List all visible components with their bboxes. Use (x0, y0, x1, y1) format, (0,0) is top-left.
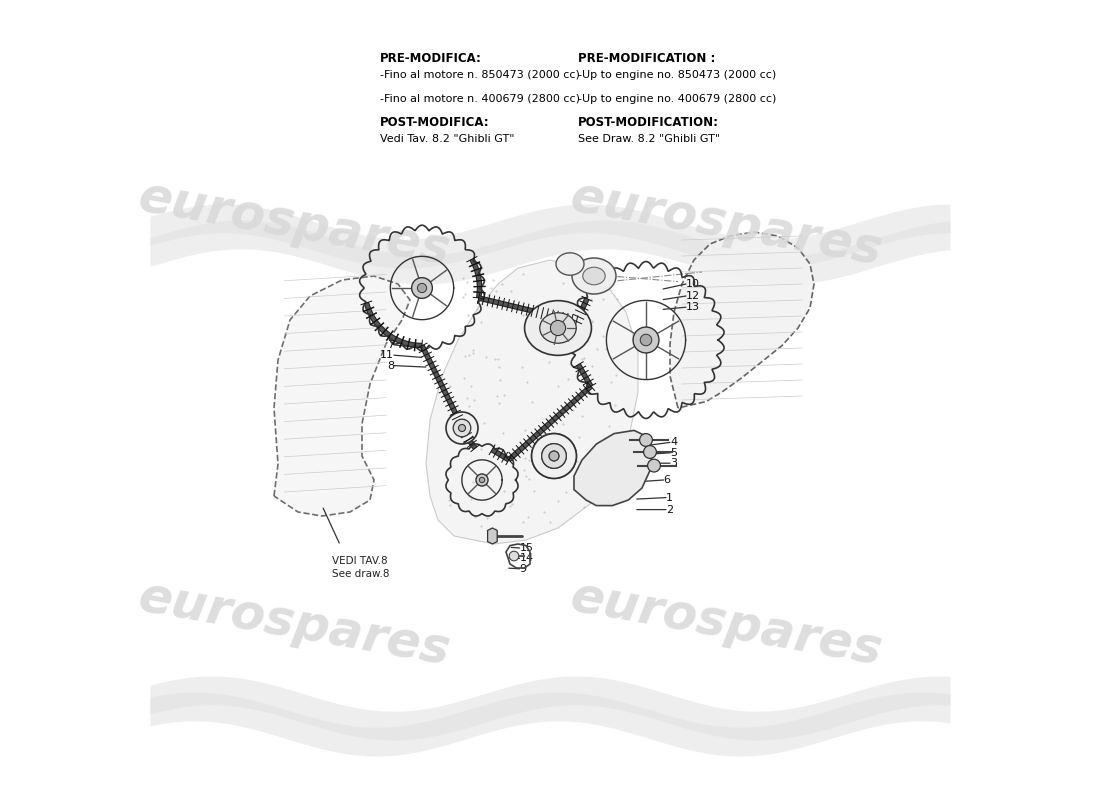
Text: 6: 6 (663, 475, 671, 485)
Polygon shape (426, 260, 638, 544)
Text: PRE-MODIFICATION :: PRE-MODIFICATION : (578, 52, 715, 65)
Text: Vedi Tav. 8.2 "Ghibli GT": Vedi Tav. 8.2 "Ghibli GT" (379, 134, 514, 144)
Text: -Fino al motore n. 400679 (2800 cc): -Fino al motore n. 400679 (2800 cc) (379, 94, 580, 104)
Circle shape (453, 419, 471, 437)
Polygon shape (487, 528, 497, 544)
Circle shape (639, 434, 652, 446)
Text: VEDI TAV.8
See draw.8: VEDI TAV.8 See draw.8 (332, 556, 389, 579)
Polygon shape (274, 276, 410, 516)
Text: 3: 3 (670, 458, 676, 468)
Text: 8: 8 (387, 361, 394, 370)
Circle shape (640, 334, 652, 346)
Ellipse shape (572, 258, 616, 294)
Text: 14: 14 (519, 554, 534, 563)
Text: 13: 13 (686, 302, 700, 312)
Text: 12: 12 (686, 291, 700, 301)
Ellipse shape (556, 253, 584, 275)
Text: -Fino al motore n. 850473 (2000 cc): -Fino al motore n. 850473 (2000 cc) (379, 70, 580, 80)
Circle shape (509, 551, 519, 561)
Text: 2: 2 (666, 505, 673, 514)
Text: eurospares: eurospares (134, 573, 454, 675)
Circle shape (480, 478, 485, 482)
Text: eurospares: eurospares (566, 573, 886, 675)
Text: See Draw. 8.2 "Ghibli GT": See Draw. 8.2 "Ghibli GT" (578, 134, 720, 144)
Text: 9: 9 (519, 564, 527, 574)
Text: 11: 11 (379, 350, 394, 360)
Text: 7: 7 (387, 340, 394, 350)
Circle shape (541, 444, 567, 468)
Text: POST-MODIFICA:: POST-MODIFICA: (379, 116, 490, 129)
Circle shape (446, 412, 478, 444)
Ellipse shape (540, 313, 576, 343)
Polygon shape (670, 232, 814, 408)
Circle shape (459, 425, 465, 431)
Circle shape (550, 320, 565, 336)
Text: PRE-MODIFICA:: PRE-MODIFICA: (379, 52, 482, 65)
Text: -Up to engine no. 400679 (2800 cc): -Up to engine no. 400679 (2800 cc) (578, 94, 777, 104)
Text: -Up to engine no. 850473 (2000 cc): -Up to engine no. 850473 (2000 cc) (578, 70, 777, 80)
Circle shape (531, 434, 576, 478)
Circle shape (549, 451, 559, 461)
Text: 1: 1 (666, 493, 673, 502)
Ellipse shape (583, 267, 605, 285)
Text: eurospares: eurospares (566, 173, 886, 275)
Text: eurospares: eurospares (134, 173, 454, 275)
Circle shape (417, 283, 427, 293)
Circle shape (644, 446, 657, 458)
Circle shape (632, 327, 659, 353)
Circle shape (541, 444, 567, 468)
Text: 15: 15 (519, 543, 534, 553)
Circle shape (549, 451, 559, 461)
Circle shape (648, 459, 660, 472)
Text: 10: 10 (686, 279, 700, 289)
Text: POST-MODIFICATION:: POST-MODIFICATION: (578, 116, 719, 129)
Circle shape (411, 278, 432, 298)
Ellipse shape (525, 301, 592, 355)
Text: 5: 5 (670, 448, 676, 458)
Circle shape (531, 434, 576, 478)
Text: 4: 4 (670, 438, 678, 447)
Circle shape (476, 474, 488, 486)
Polygon shape (574, 430, 652, 506)
